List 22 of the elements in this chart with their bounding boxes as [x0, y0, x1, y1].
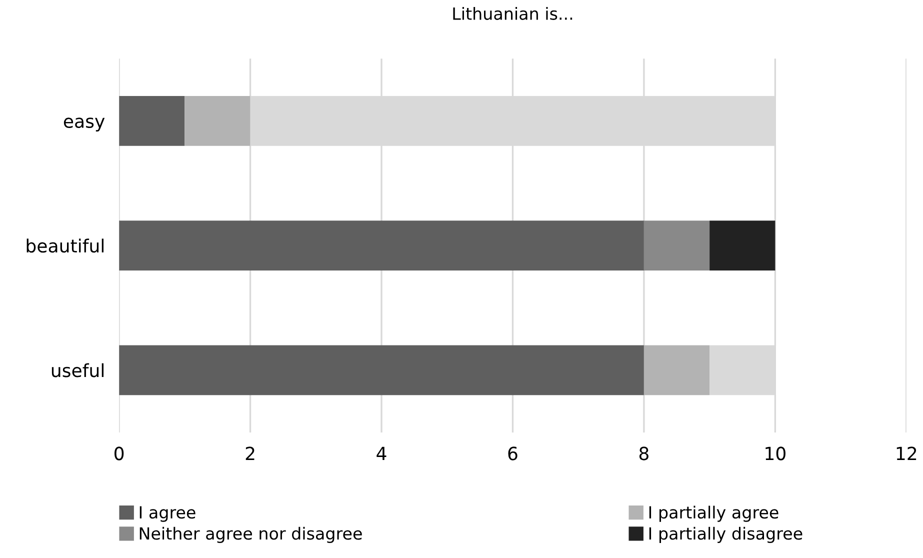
legend-label: Neither agree nor disagree — [140, 526, 362, 543]
y-tick-label: useful — [52, 363, 104, 378]
x-tick-label: 4 — [376, 446, 386, 460]
x-tick-label: 6 — [508, 446, 518, 460]
x-tick-label: 10 — [766, 446, 786, 460]
bar — [119, 220, 644, 270]
bar — [710, 220, 776, 270]
chart-title: Lithuanian is... — [453, 7, 572, 20]
x-tick-label: 8 — [639, 446, 648, 460]
legend-label: I partially disagree — [649, 526, 802, 543]
bar — [184, 96, 250, 146]
bar — [119, 96, 185, 146]
bar — [644, 220, 710, 270]
legend-label: I partially agree — [649, 506, 778, 522]
x-tick-label: 12 — [896, 446, 916, 460]
y-tick-label: easy — [64, 118, 105, 132]
x-tick-label: 2 — [246, 446, 254, 460]
bar — [119, 345, 644, 396]
x-tick-label: 0 — [114, 446, 124, 460]
bar — [644, 345, 710, 396]
y-tick-label: beautiful — [26, 238, 104, 253]
legend-label: I agree — [140, 506, 196, 522]
